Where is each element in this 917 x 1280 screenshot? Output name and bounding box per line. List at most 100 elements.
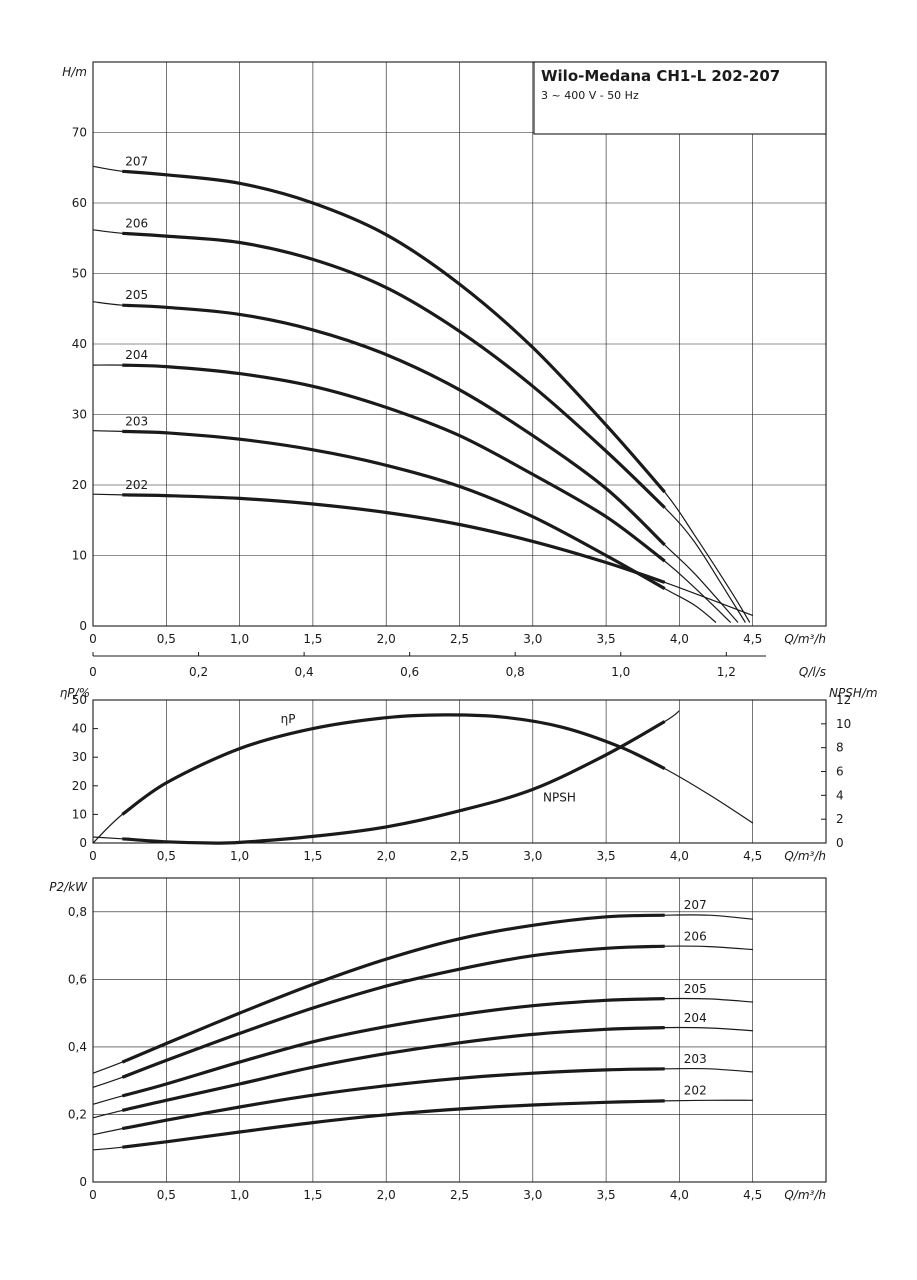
p2-curve-203-operating-line xyxy=(122,1067,665,1131)
p2-y-axis-label: P2/kW xyxy=(49,880,88,894)
h-y-tick-label: 60 xyxy=(72,196,87,210)
h-curve-205-operating-line xyxy=(122,303,666,547)
h-curve-204-line xyxy=(92,364,732,623)
qls-tick-label: 0 xyxy=(89,665,97,679)
eta-y-tick-label: 30 xyxy=(72,750,87,764)
h-x-tick-label: 1,0 xyxy=(230,632,249,646)
p2-x-tick-label: 0,5 xyxy=(157,1188,176,1202)
p2-x-tick-label: 1,5 xyxy=(303,1188,322,1202)
h-y-axis-label: H/m xyxy=(62,65,87,79)
eta-y-tick-label: 10 xyxy=(72,807,87,821)
h-x-tick-label: 4,0 xyxy=(670,632,689,646)
eta-y-tick-label: 40 xyxy=(72,722,87,736)
eta-x-tick-label: 4,5 xyxy=(743,849,762,863)
h-y-tick-label: 20 xyxy=(72,478,87,492)
p2-y-tick-label: 0,2 xyxy=(68,1107,87,1121)
h-curve-207-operating-line xyxy=(122,169,666,494)
qls-tick-label: 1,0 xyxy=(611,665,630,679)
npsh-curve-operating-line xyxy=(122,720,666,845)
qls-tick-label: 0,4 xyxy=(295,665,314,679)
eta-curve-operating-line xyxy=(121,713,666,816)
h-plot-frame xyxy=(92,61,827,627)
npsh-curve-label: NPSH xyxy=(543,791,576,805)
h-curve-203-operating-line xyxy=(122,429,666,590)
h-curve-206-operating-line xyxy=(122,231,666,509)
p2-curve-label-206: 206 xyxy=(684,930,707,944)
p2-curve-label-203: 203 xyxy=(684,1052,707,1066)
p2-curve-202-operating-line xyxy=(122,1099,665,1149)
eta-y-tick-label: 20 xyxy=(72,779,87,793)
h-x-tick-label: 3,0 xyxy=(523,632,542,646)
h-x-tick-label: 2,0 xyxy=(377,632,396,646)
p2-x-tick-label: 4,5 xyxy=(743,1188,762,1202)
p2-curve-label-204: 204 xyxy=(684,1011,707,1025)
p2-x-tick-label: 2,0 xyxy=(377,1188,396,1202)
npsh-y-tick-label: 8 xyxy=(836,741,844,755)
p2-x-tick-label: 3,5 xyxy=(597,1188,616,1202)
p2-curve-207-operating-line xyxy=(121,913,665,1064)
eta-curve-label: ηP xyxy=(281,712,296,726)
npsh-y-axis-label: NPSH/m xyxy=(829,686,878,700)
p2-y-tick-label: 0,4 xyxy=(68,1040,87,1054)
eta-x-tick-label: 4,0 xyxy=(670,849,689,863)
p2-curve-202-line xyxy=(92,1099,753,1151)
p2-x-tick-label: 0 xyxy=(89,1188,97,1202)
h-x-tick-label: 3,5 xyxy=(597,632,616,646)
p2-y-tick-label: 0,8 xyxy=(68,905,87,919)
h-x-tick-label: 0,5 xyxy=(157,632,176,646)
npsh-y-tick-label: 12 xyxy=(836,693,851,707)
chart-subtitle: 3 ~ 400 V - 50 Hz xyxy=(541,89,639,102)
chart-title: Wilo-Medana CH1-L 202-207 xyxy=(541,67,780,85)
p2-curve-206-operating-line xyxy=(121,944,665,1079)
p2-curve-204-operating-line xyxy=(121,1026,665,1112)
h-curve-label-203: 203 xyxy=(125,414,148,428)
h-x-tick-label: 1,5 xyxy=(303,632,322,646)
h-curve-label-207: 207 xyxy=(125,154,148,168)
p2-curve-label-202: 202 xyxy=(684,1083,707,1097)
eta-x-tick-label: 3,0 xyxy=(523,849,542,863)
eta-x-tick-label: 1,0 xyxy=(230,849,249,863)
h-x-axis-label: Q/m³/h xyxy=(784,632,826,646)
qls-tick-label: 0,6 xyxy=(400,665,419,679)
h-x-tick-label: 0 xyxy=(89,632,97,646)
h-curve-204-operating-line xyxy=(122,363,666,563)
p2-x-axis-label: Q/m³/h xyxy=(784,1188,826,1202)
eta-x-tick-label: 3,5 xyxy=(597,849,616,863)
p2-x-tick-label: 3,0 xyxy=(523,1188,542,1202)
npsh-y-tick-label: 0 xyxy=(836,836,844,850)
h-y-tick-label: 30 xyxy=(72,408,87,422)
h-curve-202-line xyxy=(92,493,753,616)
eta-y-tick-label: 0 xyxy=(79,836,87,850)
title-box xyxy=(533,61,827,135)
p2-curve-205-operating-line xyxy=(121,997,665,1098)
p2-curve-206-line xyxy=(92,945,753,1088)
eta-curve-line xyxy=(92,714,754,844)
qls-axis-label: Q/l/s xyxy=(799,665,826,679)
h-curve-202-operating-line xyxy=(122,493,666,584)
p2-plot-frame xyxy=(92,877,827,1183)
h-x-tick-label: 2,5 xyxy=(450,632,469,646)
npsh-y-tick-label: 4 xyxy=(836,788,844,802)
eta-x-tick-label: 0,5 xyxy=(157,849,176,863)
h-curve-label-206: 206 xyxy=(125,216,148,230)
p2-x-tick-label: 4,0 xyxy=(670,1188,689,1202)
qls-tick-label: 1,2 xyxy=(717,665,736,679)
h-curve-label-204: 204 xyxy=(125,348,148,362)
eta-y-tick-label: 50 xyxy=(72,693,87,707)
p2-y-tick-label: 0,6 xyxy=(68,972,87,986)
eta-x-tick-label: 2,0 xyxy=(377,849,396,863)
h-y-tick-label: 0 xyxy=(79,619,87,633)
eta-x-tick-label: 2,5 xyxy=(450,849,469,863)
qls-tick-label: 0,2 xyxy=(189,665,208,679)
npsh-y-tick-label: 6 xyxy=(836,765,844,779)
npsh-y-tick-label: 2 xyxy=(836,812,844,826)
h-curve-label-202: 202 xyxy=(125,478,148,492)
p2-curve-204-line xyxy=(92,1026,753,1119)
p2-curve-label-205: 205 xyxy=(684,982,707,996)
p2-x-tick-label: 2,5 xyxy=(450,1188,469,1202)
h-x-tick-label: 4,5 xyxy=(743,632,762,646)
h-y-tick-label: 50 xyxy=(72,267,87,281)
h-curve-206-line xyxy=(92,229,746,623)
eta-x-tick-label: 1,5 xyxy=(303,849,322,863)
